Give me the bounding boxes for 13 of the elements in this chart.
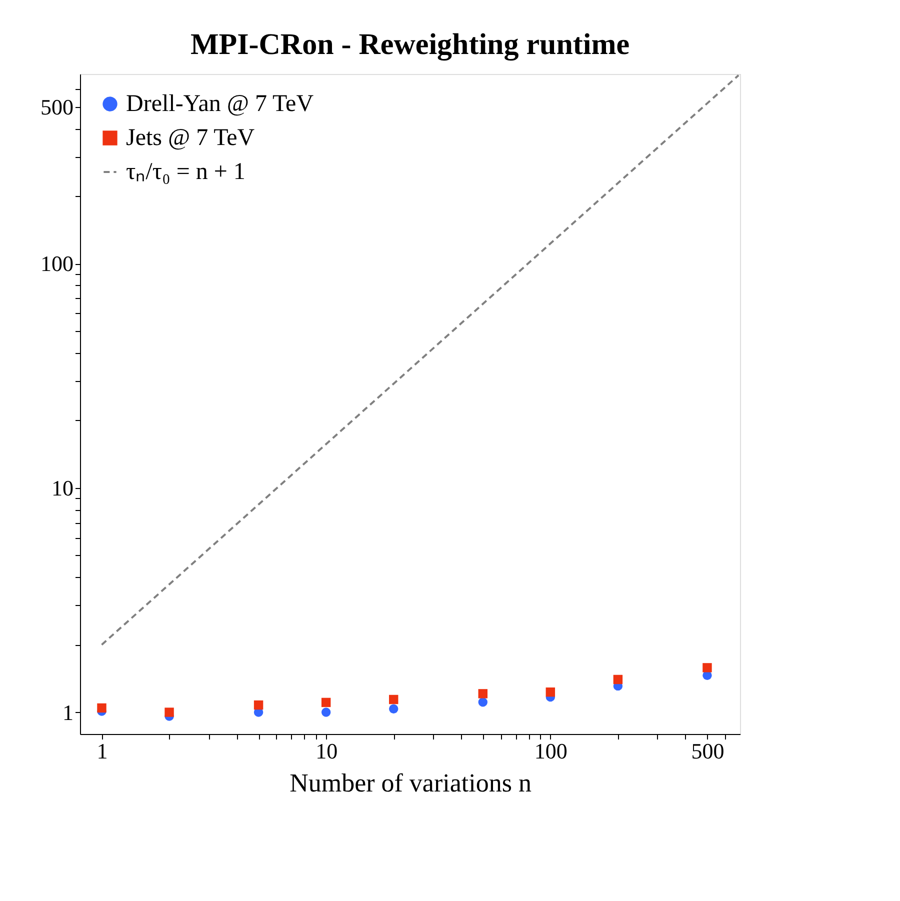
- legend-label: τₙ/τ₀ = n + 1: [126, 159, 246, 185]
- legend-label: Drell-Yan @ 7 TeV: [126, 91, 314, 117]
- x-axis-title: Number of variations n: [290, 768, 532, 798]
- legend-label: Jets @ 7 TeV: [126, 125, 256, 151]
- chart-title: MPI-CRon - Reweighting runtime: [190, 28, 630, 61]
- x-tick-label: 100: [534, 738, 568, 764]
- y-tick-label: 500: [40, 94, 74, 120]
- x-tick-label: 500: [691, 738, 724, 764]
- y-tick-label: 100: [40, 251, 74, 276]
- y-tick-label: 1: [62, 700, 74, 725]
- x-tick-label: 1: [96, 738, 108, 764]
- y-tick-label: 10: [52, 475, 74, 500]
- x-tick-label: 10: [316, 738, 338, 764]
